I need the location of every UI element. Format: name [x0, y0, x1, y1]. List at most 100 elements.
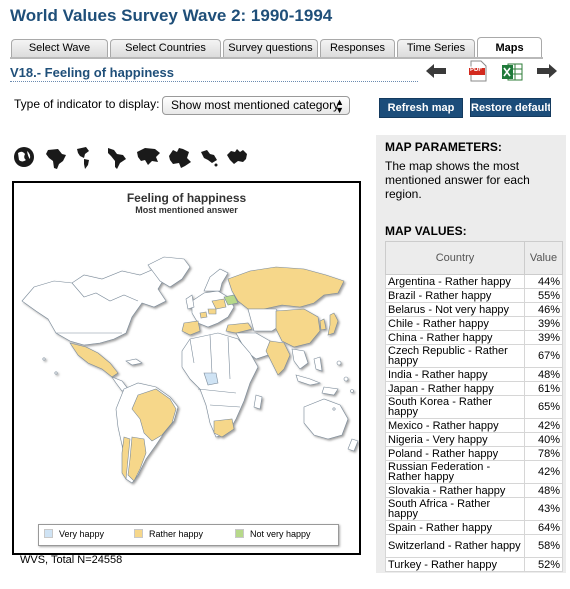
country-cell: Spain - Rather happy: [385, 520, 525, 535]
map-title: Feeling of happiness: [126, 191, 247, 205]
chile-shape: [121, 436, 131, 480]
latin-america-icon[interactable]: [105, 146, 129, 175]
country-cell: Switzerland - Rather happy: [385, 534, 525, 558]
country-cell: India - Rather happy: [385, 367, 525, 382]
refresh-map-button[interactable]: Refresh map: [379, 98, 463, 118]
greenland-shape: [147, 256, 191, 288]
legend-label: Not very happy: [250, 529, 311, 539]
world-map[interactable]: [14, 183, 359, 553]
americas-icon[interactable]: [74, 146, 98, 175]
country-cell: Poland - Rather happy: [385, 446, 525, 461]
column-header-country[interactable]: Country: [385, 241, 525, 275]
title-divider: [10, 81, 418, 82]
belarus-shape: [223, 294, 239, 306]
value-cell: 40%: [524, 432, 563, 447]
arrow-right-icon[interactable]: [536, 63, 558, 84]
north-america-shape: [21, 268, 167, 346]
table-row: Spain - Rather happy 64%: [385, 520, 563, 535]
legend-label: Very happy: [59, 529, 105, 539]
value-cell: 55%: [524, 288, 563, 303]
table-row: India - Rather happy 48%: [385, 367, 563, 382]
table-row: China - Rather happy 39%: [385, 330, 563, 345]
africa-icon[interactable]: [44, 146, 68, 175]
map-legend: Very happy Rather happy Not very happy: [38, 524, 339, 546]
legend-item-very-happy: Very happy: [44, 529, 104, 539]
select-arrows-icon: ▲ ▼: [335, 97, 344, 115]
value-cell: 58%: [524, 534, 563, 558]
tab-select-countries[interactable]: Select Countries: [110, 39, 221, 57]
map-values-body: Argentina - Rather happy 44% Brazil - Rath…: [385, 274, 563, 572]
country-cell: Nigeria - Very happy: [385, 432, 525, 447]
country-cell: Mexico - Rather happy: [385, 418, 525, 433]
map-values-heading: MAP VALUES:: [385, 224, 467, 238]
excel-icon[interactable]: [502, 62, 523, 87]
table-row: Argentina - Rather happy 44%: [385, 274, 563, 289]
sample-size-note: WVS, Total N=24558: [20, 554, 123, 566]
country-cell: Japan - Rather happy: [385, 381, 525, 396]
map-values-table: Country Value Argentina - Rather happy 44…: [385, 241, 563, 572]
map-parameters-heading: MAP PARAMETERS:: [385, 140, 502, 154]
asia-icon[interactable]: [135, 146, 161, 173]
table-row: South Africa - Rather happy 43%: [385, 497, 563, 521]
uk-shape: [185, 294, 195, 310]
mexico-shape: [69, 342, 119, 378]
scandinavia-shape: [203, 268, 229, 292]
legend-item-rather-happy: Rather happy: [134, 529, 203, 539]
tab-responses[interactable]: Responses: [320, 39, 395, 57]
japan-shape: [327, 312, 339, 336]
poland-shape: [211, 298, 227, 310]
pdf-icon[interactable]: PDF: [469, 60, 487, 87]
tab-bar: Select Wave Select Countries Survey ques…: [11, 37, 542, 57]
table-row: Switzerland - Rather happy 58%: [385, 534, 563, 558]
value-cell: 48%: [524, 483, 563, 498]
value-cell: 65%: [524, 395, 563, 419]
value-cell: 48%: [524, 367, 563, 382]
china-shape: [275, 308, 321, 348]
tab-survey-questions[interactable]: Survey questions: [223, 39, 318, 57]
country-cell: Turkey - Rather happy: [385, 557, 525, 572]
country-cell: Belarus - Not very happy: [385, 302, 525, 317]
tab-time-series[interactable]: Time Series: [397, 39, 475, 57]
arrow-left-icon[interactable]: [425, 63, 447, 84]
value-cell: 43%: [524, 497, 563, 521]
brazil-shape: [131, 388, 177, 442]
country-cell: Slovakia - Rather happy: [385, 483, 525, 498]
middle-east-icon[interactable]: [198, 146, 220, 173]
value-cell: 67%: [524, 344, 563, 368]
table-row: South Korea - Rather happy 65%: [385, 395, 563, 419]
korea-shape: [319, 318, 327, 331]
india-shape: [265, 340, 291, 376]
country-cell: Czech Republic - Rather happy: [385, 344, 525, 368]
tab-divider: [10, 57, 543, 59]
legend-swatch: [235, 529, 244, 538]
value-cell: 44%: [524, 274, 563, 289]
table-row: Russian Federation - Rather happy 42%: [385, 460, 563, 484]
table-row: Japan - Rather happy 61%: [385, 381, 563, 396]
australia-shape: [303, 398, 349, 440]
table-row: Poland - Rather happy 78%: [385, 446, 563, 461]
country-cell: China - Rather happy: [385, 330, 525, 345]
indicator-type-label: Type of indicator to display:: [14, 97, 160, 111]
tab-select-wave[interactable]: Select Wave: [11, 39, 108, 57]
table-row: Nigeria - Very happy 40%: [385, 432, 563, 447]
map-parameters-panel: MAP PARAMETERS: The map shows the most m…: [376, 135, 566, 573]
legend-swatch: [134, 529, 143, 538]
table-row: Turkey - Rather happy 52%: [385, 557, 563, 572]
indicator-type-select[interactable]: Show most mentioned category ▲ ▼: [162, 96, 350, 115]
globe-icon[interactable]: [13, 146, 35, 173]
column-header-value[interactable]: Value: [524, 241, 563, 275]
map-parameters-text: The map shows the most mentioned answer …: [385, 159, 530, 201]
oceania-icon[interactable]: [225, 146, 251, 173]
tab-maps[interactable]: Maps: [477, 37, 542, 57]
value-cell: 61%: [524, 381, 563, 396]
country-cell: Argentina - Rather happy: [385, 274, 525, 289]
czech-shape: [207, 308, 217, 315]
value-cell: 39%: [524, 330, 563, 345]
value-cell: 52%: [524, 557, 563, 572]
indicator-type-value: Show most mentioned category: [171, 98, 340, 112]
map-panel: Feeling of happiness Most mentioned answ…: [12, 181, 361, 555]
legend-label: Rather happy: [149, 529, 204, 539]
europe-icon[interactable]: [167, 146, 193, 175]
restore-defaults-button[interactable]: Restore defaults: [470, 98, 551, 117]
value-cell: 78%: [524, 446, 563, 461]
